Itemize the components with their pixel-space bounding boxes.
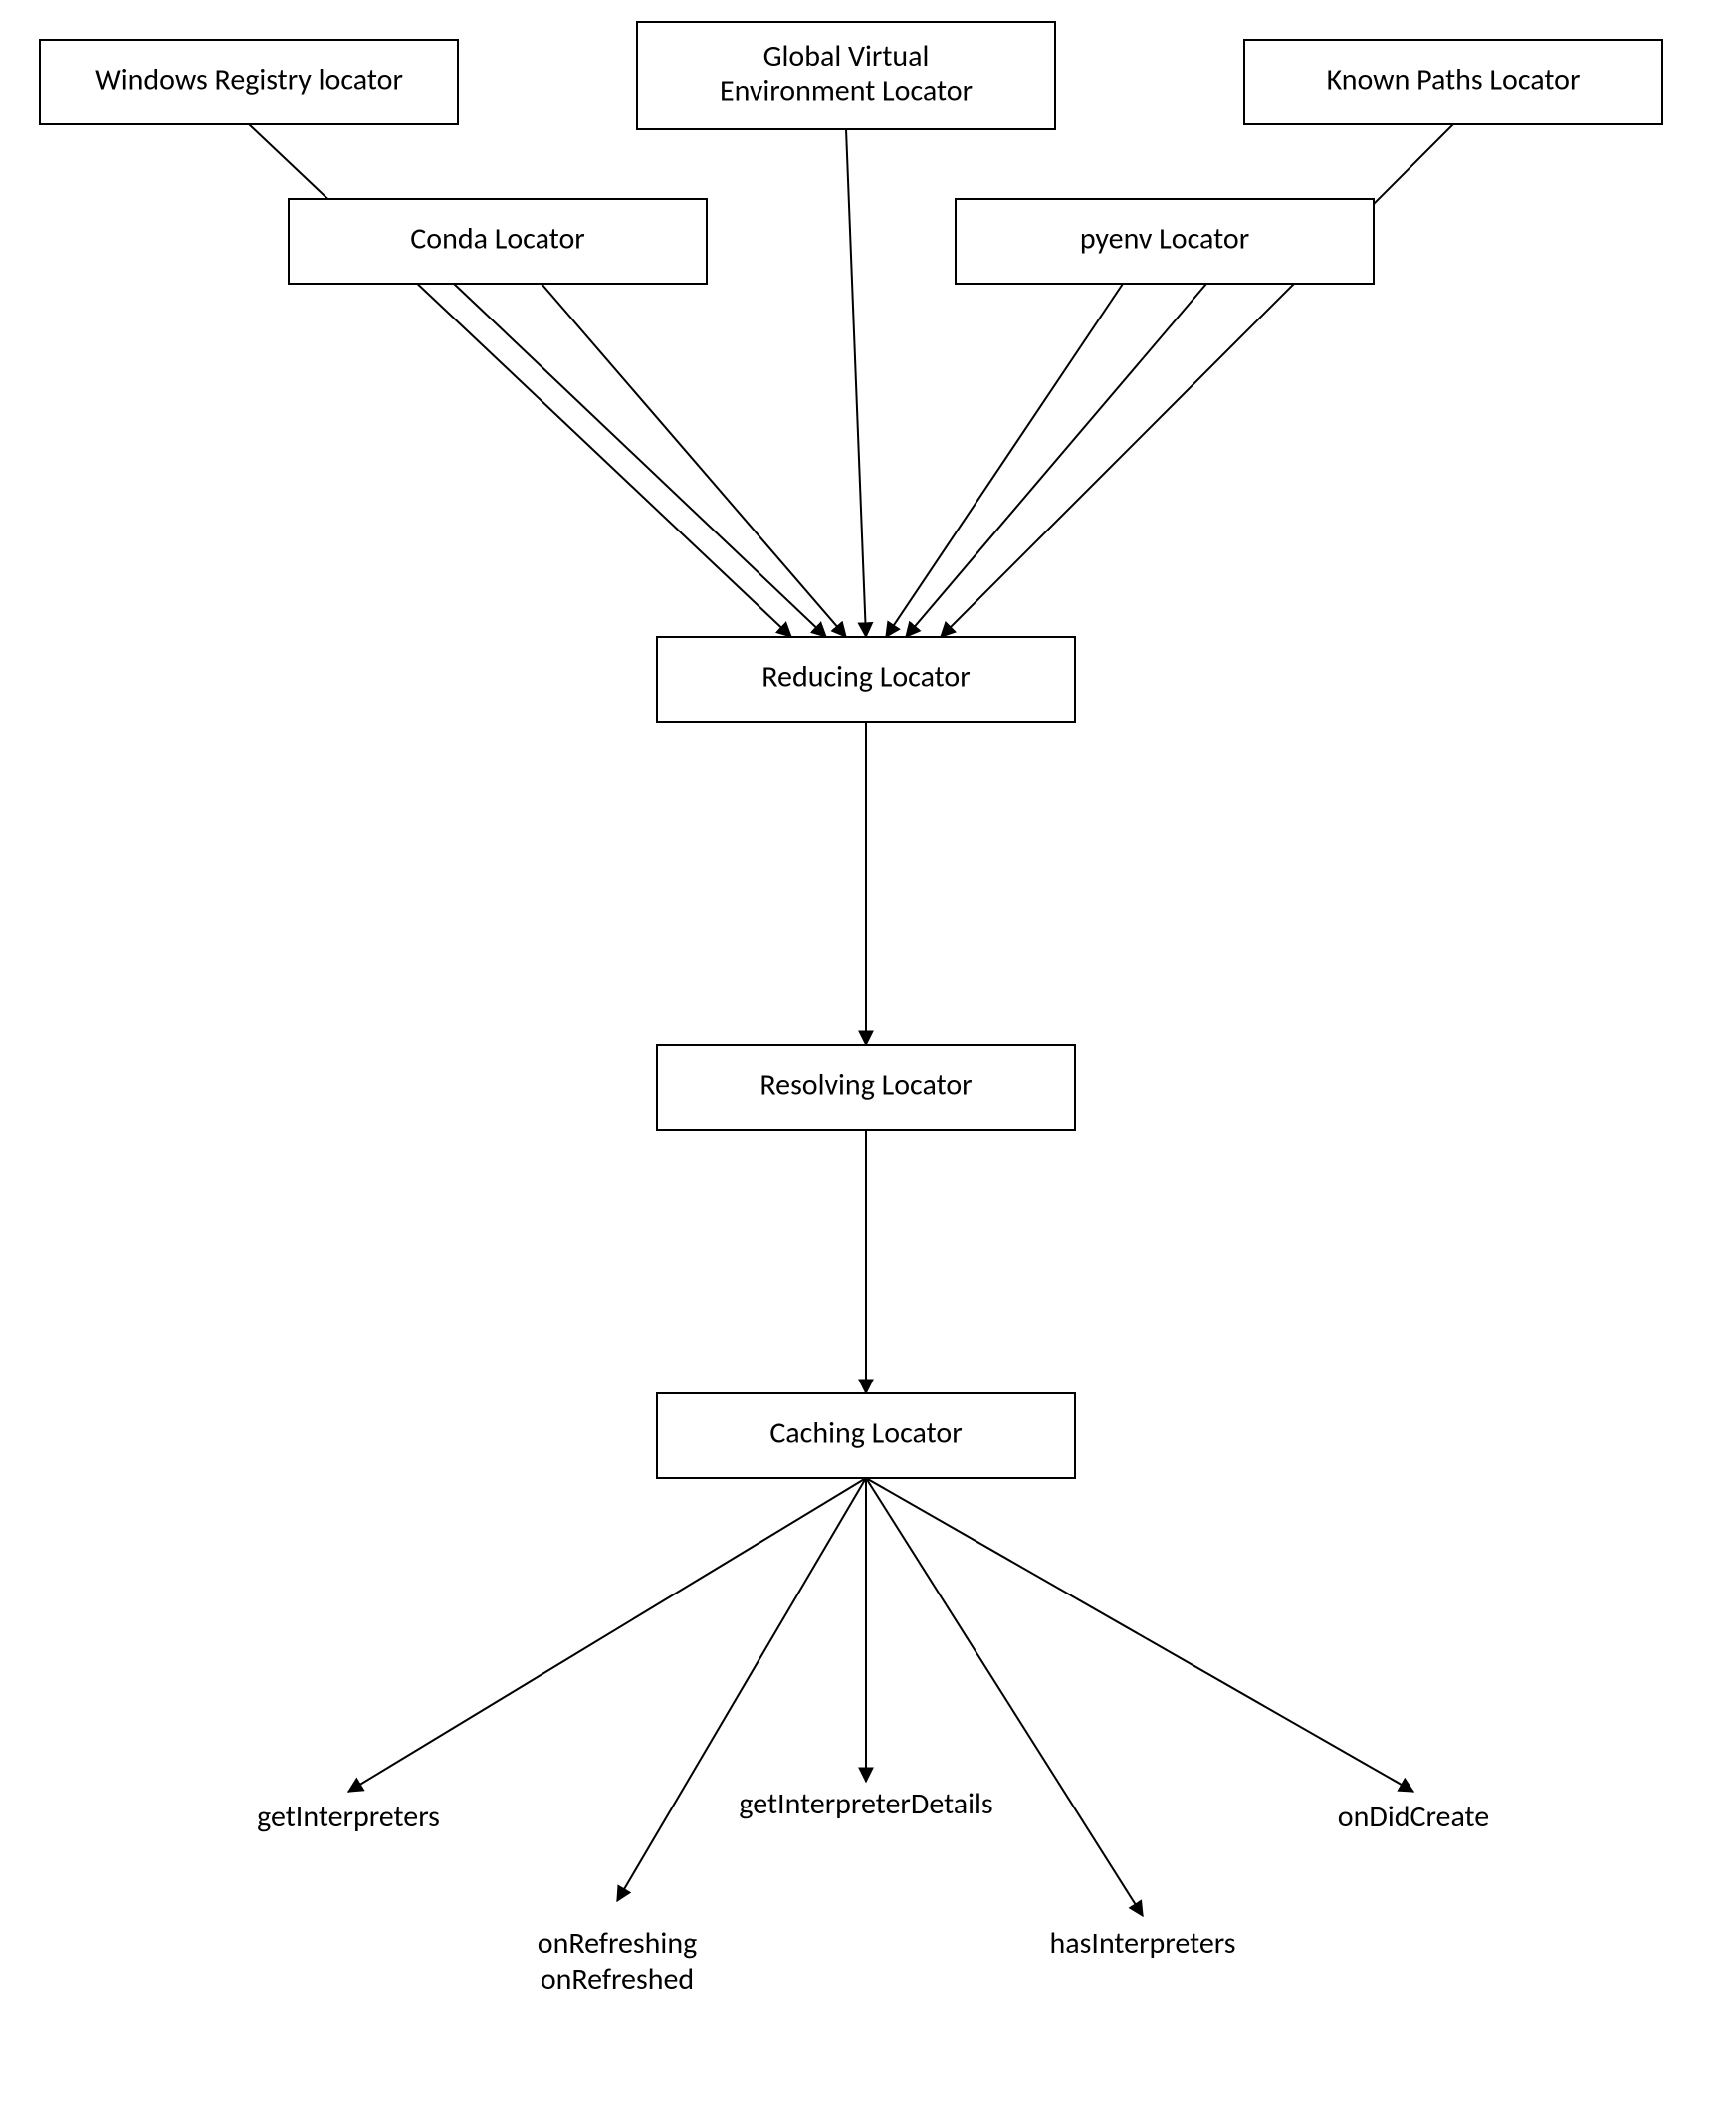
edge-gve-bottom-reducing-top	[846, 129, 866, 637]
node-pyenv-label: pyenv Locator	[1080, 221, 1249, 258]
label-getInterpreters: getInterpreters	[257, 1799, 440, 1835]
edge-caching-bottom-getInterpreters	[348, 1478, 866, 1792]
label-hasInterpreters: hasInterpreters	[1050, 1925, 1236, 1962]
node-winreg-label: Windows Registry locator	[95, 62, 403, 99]
node-caching: Caching Locator	[657, 1393, 1075, 1478]
node-gve: Global VirtualEnvironment Locator	[637, 22, 1055, 129]
edge-caching-bottom-onDidCreate	[866, 1478, 1413, 1792]
edge-conda-bottom-l-reducing-top	[454, 284, 826, 637]
node-reducing: Reducing Locator	[657, 637, 1075, 722]
node-winreg: Windows Registry locator	[40, 40, 458, 124]
edge-caching-bottom-onRefreshing	[617, 1478, 866, 1901]
label-getInterpreterDetails: getInterpreterDetails	[739, 1786, 992, 1822]
node-resolving: Resolving Locator	[657, 1045, 1075, 1130]
locator-flowchart: Windows Registry locator Global VirtualEn…	[0, 0, 1736, 2126]
node-resolving-label: Resolving Locator	[760, 1067, 972, 1104]
label-onRefreshing: onRefreshingonRefreshed	[538, 1925, 697, 1998]
node-conda-label: Conda Locator	[410, 221, 585, 258]
edge-pyenv-bottom-l-reducing-top	[886, 284, 1123, 637]
label-onDidCreate: onDidCreate	[1338, 1799, 1489, 1835]
node-known-label: Known Paths Locator	[1327, 62, 1581, 99]
node-reducing-label: Reducing Locator	[761, 659, 970, 696]
node-pyenv: pyenv Locator	[956, 199, 1374, 284]
edge-pyenv-bottom-r-reducing-top	[906, 284, 1206, 637]
node-caching-label: Caching Locator	[769, 1415, 962, 1452]
edge-conda-bottom-r-reducing-top	[542, 284, 846, 637]
node-conda: Conda Locator	[289, 199, 707, 284]
edge-caching-bottom-hasInterpreters	[866, 1478, 1143, 1916]
node-known: Known Paths Locator	[1244, 40, 1662, 124]
